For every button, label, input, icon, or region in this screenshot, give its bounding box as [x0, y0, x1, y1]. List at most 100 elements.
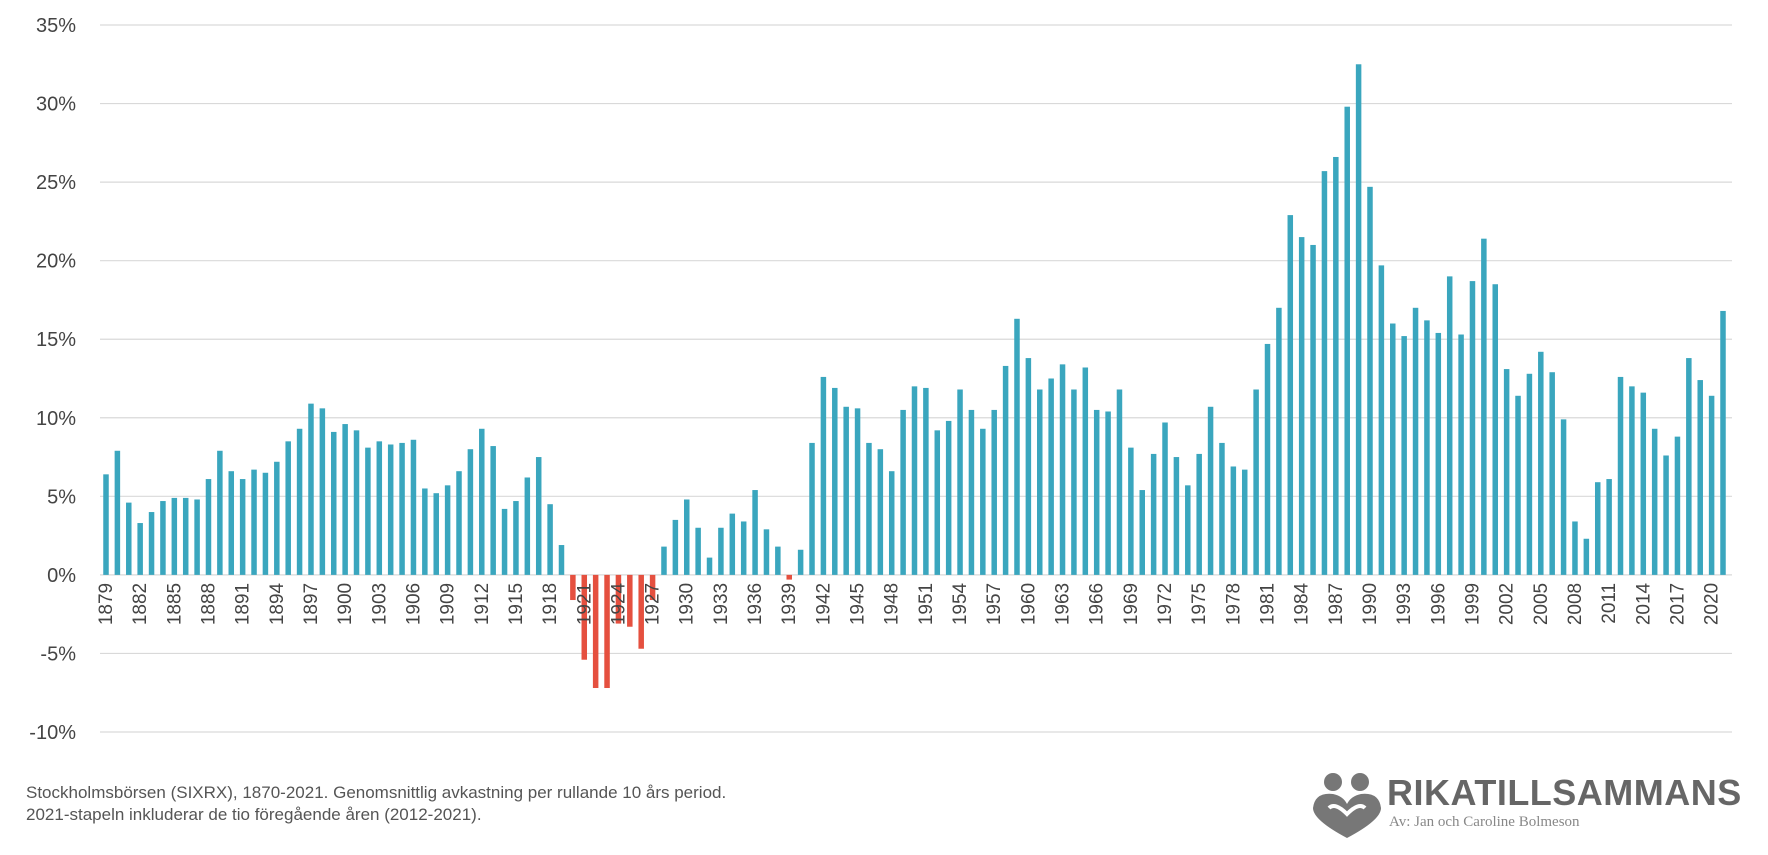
bar: [695, 527, 701, 575]
x-tick-label: 1879: [96, 583, 117, 625]
x-tick-label: 1969: [1121, 583, 1142, 625]
x-tick-label: 2005: [1531, 583, 1552, 625]
y-tick-label: 5%: [47, 486, 76, 508]
chart-caption: Stockholmsbörsen (SIXRX), 1870-2021. Gen…: [26, 782, 726, 826]
x-tick-label: 2020: [1702, 583, 1723, 625]
bar: [1230, 466, 1237, 575]
bar: [433, 493, 439, 575]
bar: [740, 521, 747, 575]
bar: [1446, 276, 1453, 575]
x-tick-label: 1909: [438, 583, 459, 625]
bar: [1025, 358, 1032, 575]
bar: [1253, 389, 1259, 575]
bar: [194, 499, 200, 575]
x-tick-label: 1927: [643, 583, 664, 625]
bar: [365, 447, 371, 575]
x-tick-label: 1984: [1292, 582, 1313, 625]
x-tick-label: 1945: [848, 583, 869, 625]
bar: [1264, 343, 1271, 575]
bar: [1355, 64, 1362, 575]
x-tick-label: 1948: [882, 583, 903, 625]
bar: [399, 442, 405, 575]
y-tick-label: 15%: [36, 329, 76, 351]
bar: [980, 428, 986, 575]
bar: [1401, 336, 1407, 575]
bar: [1082, 367, 1089, 575]
bar: [649, 574, 656, 601]
x-tick-label: 2014: [1633, 582, 1654, 625]
people-heart-icon: [1313, 773, 1381, 838]
x-tick-label: 1888: [198, 583, 219, 625]
bar: [854, 408, 861, 575]
x-tick-label: 1999: [1462, 583, 1483, 625]
y-tick-label: 20%: [36, 251, 76, 273]
bar: [581, 574, 588, 660]
bar: [467, 449, 474, 575]
bar: [1037, 389, 1043, 575]
caption-line-2: 2021-stapeln inkluderar de tio föregåend…: [26, 805, 482, 824]
caption-line-1: Stockholmsbörsen (SIXRX), 1870-2021. Gen…: [26, 783, 727, 802]
bar: [1708, 395, 1715, 575]
bar: [809, 442, 815, 575]
bar: [991, 409, 997, 575]
x-tick-label: 1885: [164, 583, 185, 625]
bar: [330, 431, 337, 575]
x-tick-label: 1936: [745, 583, 766, 625]
bar: [1572, 521, 1578, 575]
bar: [832, 387, 838, 575]
bar: [422, 488, 428, 575]
x-tick-label: 1897: [301, 583, 322, 625]
bar: [604, 574, 610, 689]
bar-chart: -10%-5%0%5%10%15%20%25%30%35% 1879 1882 18…: [29, 15, 1732, 744]
bar: [1412, 307, 1419, 575]
bar: [1298, 237, 1305, 575]
bar: [114, 450, 121, 575]
bar: [661, 546, 667, 575]
bar: [1093, 409, 1100, 575]
y-tick-label: 0%: [47, 565, 76, 587]
y-tick-label: -10%: [29, 722, 76, 744]
bar: [1150, 453, 1157, 575]
y-tick-label: 10%: [36, 408, 76, 430]
bar: [820, 376, 827, 575]
x-tick-label: 1972: [1155, 583, 1176, 625]
bar: [1014, 318, 1020, 575]
x-tick-label: 1915: [506, 583, 527, 625]
bar: [923, 387, 929, 575]
x-tick-label: 1993: [1394, 583, 1415, 625]
bar: [1617, 376, 1624, 575]
bar: [638, 574, 644, 649]
bar: [1492, 284, 1499, 575]
bar: [592, 574, 599, 689]
bar: [1048, 378, 1054, 575]
x-tick-label: 1906: [403, 583, 424, 625]
bar: [1538, 351, 1544, 575]
bar: [126, 502, 132, 575]
bar: [1651, 428, 1658, 575]
y-tick-label: 35%: [36, 15, 76, 37]
bar: [1481, 238, 1487, 575]
bar: [1515, 395, 1521, 575]
x-tick-label: 1942: [813, 583, 834, 625]
bar: [1185, 485, 1191, 575]
bar: [535, 457, 542, 575]
y-tick-label: 30%: [36, 94, 76, 116]
x-tick-label: 1894: [267, 582, 288, 625]
x-tick-label: 1930: [677, 583, 698, 625]
bar: [570, 574, 576, 601]
bar: [387, 444, 394, 575]
bar: [1720, 310, 1726, 575]
bar: [1367, 186, 1373, 575]
x-tick-label: 1966: [1087, 583, 1108, 625]
bar: [866, 442, 872, 575]
bar: [1310, 244, 1316, 575]
x-tick-label: 1987: [1326, 583, 1347, 625]
x-tick-label: 1960: [1018, 583, 1039, 625]
bar: [763, 529, 770, 575]
x-tick-label: 1963: [1053, 583, 1074, 625]
bar: [797, 549, 804, 575]
bar: [524, 477, 531, 575]
bar: [1594, 482, 1601, 575]
bar: [672, 519, 679, 575]
x-tick-label: 1978: [1223, 583, 1244, 625]
